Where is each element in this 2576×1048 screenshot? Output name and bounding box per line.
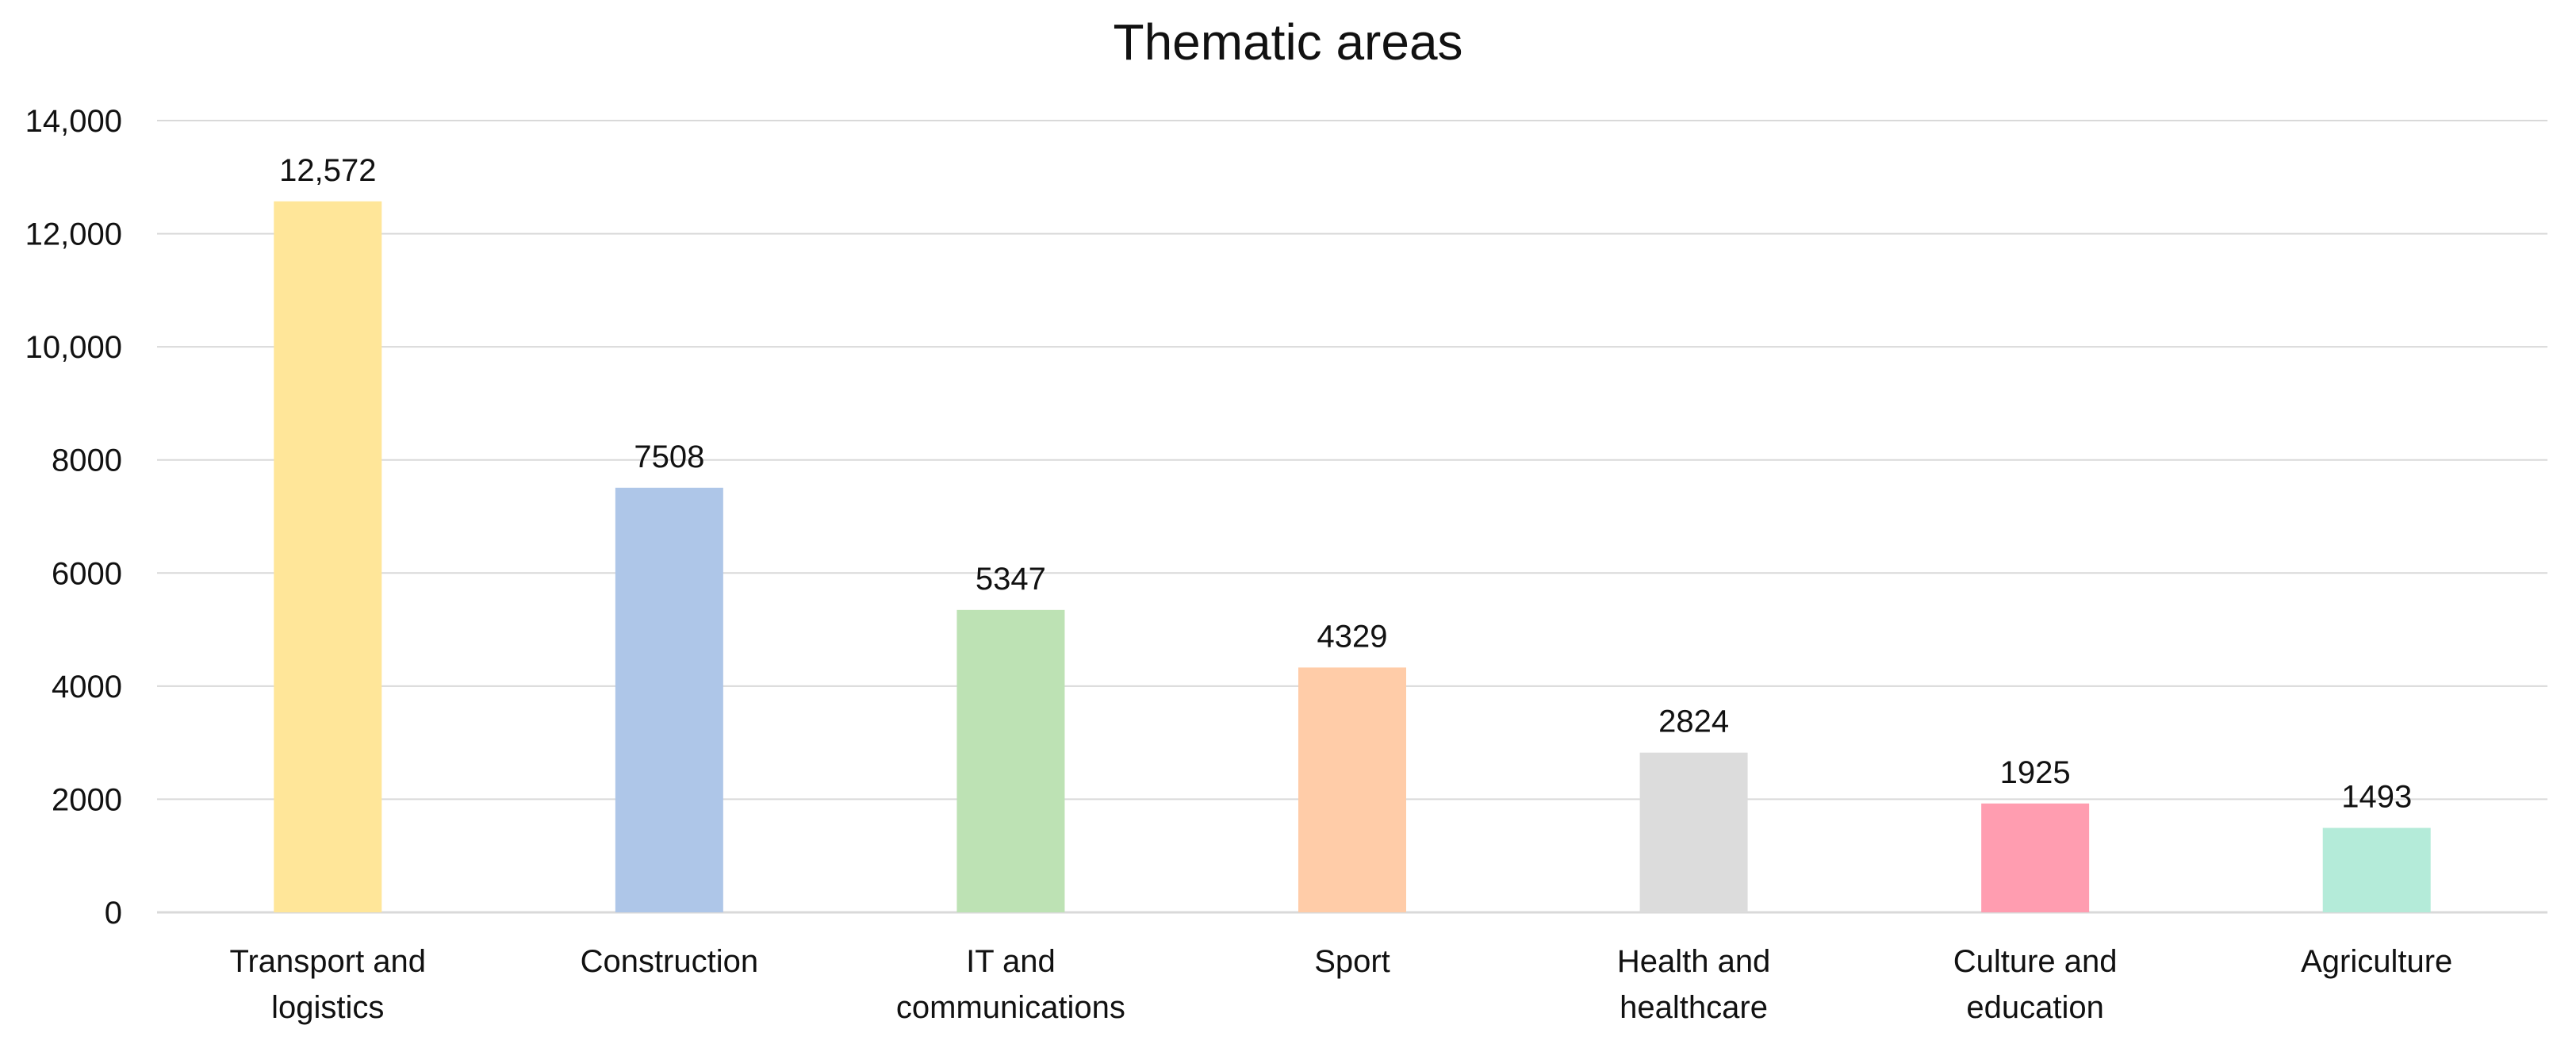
y-tick-label: 8000 — [52, 443, 122, 478]
y-tick-label: 10,000 — [25, 330, 122, 365]
bar — [1639, 752, 1748, 912]
category-label: Transport and logistics — [230, 944, 427, 1025]
y-tick-label: 12,000 — [25, 217, 122, 252]
y-tick-label: 2000 — [52, 782, 122, 817]
category-label: IT and communications — [896, 944, 1125, 1025]
bar — [956, 609, 1065, 912]
y-tick-label: 14,000 — [25, 104, 122, 139]
category-label-line: Sport — [1314, 944, 1390, 979]
category-label: Construction — [581, 944, 759, 979]
bar — [1981, 803, 2090, 912]
category-label: Health and healthcare — [1617, 944, 1770, 1025]
data-label: 4329 — [1317, 619, 1388, 654]
category-label-line: Culture and — [1953, 944, 2118, 979]
category-label-line: healthcare — [1620, 990, 1768, 1025]
data-labels: 12,572 7508 5347 4329 2824 1925 1493 — [279, 153, 2412, 815]
data-label: 1493 — [2341, 780, 2412, 815]
category-label: Culture and education — [1953, 944, 2118, 1025]
gridlines — [157, 120, 2547, 914]
y-tick-label: 0 — [105, 896, 122, 931]
bar — [615, 487, 723, 912]
category-label: Agriculture — [2301, 944, 2452, 979]
category-label-line: logistics — [271, 990, 384, 1025]
data-label: 2824 — [1658, 704, 1729, 739]
y-tick-label: 6000 — [52, 556, 122, 591]
bar — [2322, 827, 2431, 912]
data-label: 5347 — [976, 562, 1046, 597]
category-label-line: Health and — [1617, 944, 1770, 979]
bars — [274, 201, 2431, 912]
category-label-line: Construction — [581, 944, 759, 979]
data-label: 7508 — [634, 440, 704, 474]
category-labels: Transport and logistics Construction IT and… — [230, 944, 2453, 1025]
category-label: Sport — [1314, 944, 1390, 979]
category-label-line: IT and — [966, 944, 1056, 979]
category-label-line: Transport and — [230, 944, 427, 979]
category-label-line: communications — [896, 990, 1125, 1025]
bar — [1298, 667, 1406, 912]
bar — [274, 201, 382, 912]
category-label-line: Agriculture — [2301, 944, 2452, 979]
y-axis-ticks: 0 2000 4000 6000 8000 10,000 12,000 14,000 — [25, 104, 122, 931]
category-label-line: education — [1966, 990, 2103, 1025]
data-label: 12,572 — [279, 153, 376, 188]
data-label: 1925 — [2000, 755, 2071, 790]
y-tick-label: 4000 — [52, 670, 122, 704]
chart-title: Thematic areas — [1113, 13, 1462, 71]
